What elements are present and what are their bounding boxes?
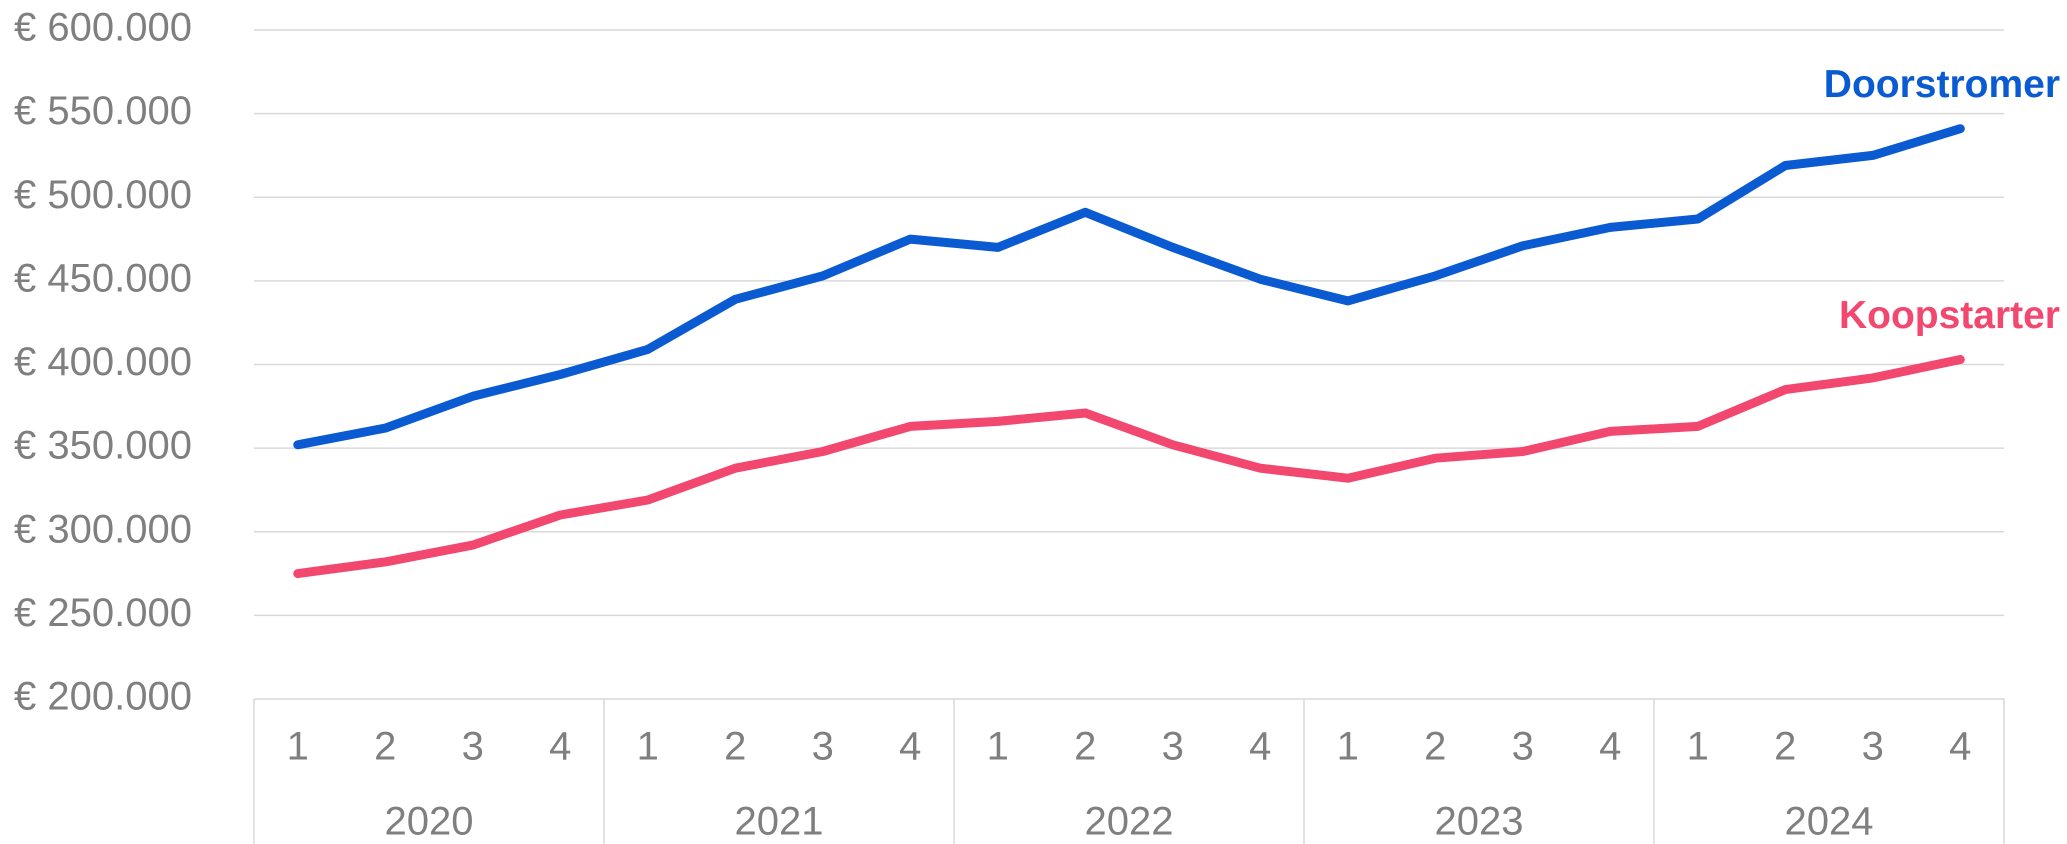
series-line xyxy=(293,124,1965,450)
x-tick-label: 4 xyxy=(549,725,571,769)
x-group-label: 2022 xyxy=(1085,800,1174,844)
x-group-label: 2024 xyxy=(1785,800,1874,844)
x-tick-label: 4 xyxy=(1249,725,1271,769)
x-group-label: 2021 xyxy=(735,800,824,844)
y-tick-label: € 500.000 xyxy=(14,173,192,217)
x-tick-label: 4 xyxy=(899,725,921,769)
x-tick-label: 3 xyxy=(1512,725,1534,769)
series-label: Doorstromer xyxy=(1824,63,2060,106)
y-tick-label: € 400.000 xyxy=(14,340,192,384)
x-group-label: 2023 xyxy=(1435,800,1524,844)
y-tick-label: € 350.000 xyxy=(14,424,192,468)
x-tick-label: 1 xyxy=(637,725,659,769)
x-tick-label: 3 xyxy=(812,725,834,769)
x-tick-label: 2 xyxy=(374,725,396,769)
y-tick-label: € 450.000 xyxy=(14,256,192,300)
x-tick-label: 2 xyxy=(1774,725,1796,769)
series-line xyxy=(293,355,1965,579)
x-tick-label: 1 xyxy=(287,725,309,769)
x-tick-label: 4 xyxy=(1599,725,1621,769)
x-tick-label: 1 xyxy=(1687,725,1709,769)
x-tick-label: 4 xyxy=(1949,725,1971,769)
x-tick-label: 2 xyxy=(1074,725,1096,769)
x-tick-label: 3 xyxy=(1162,725,1184,769)
x-tick-label: 3 xyxy=(462,725,484,769)
y-tick-label: € 200.000 xyxy=(14,675,192,719)
x-group-label: 2020 xyxy=(385,800,474,844)
x-tick-label: 2 xyxy=(724,725,746,769)
y-tick-label: € 250.000 xyxy=(14,591,192,635)
y-tick-label: € 300.000 xyxy=(14,507,192,551)
x-tick-label: 3 xyxy=(1862,725,1884,769)
x-tick-label: 1 xyxy=(987,725,1009,769)
y-tick-label: € 550.000 xyxy=(14,89,192,133)
x-tick-label: 2 xyxy=(1424,725,1446,769)
y-tick-label: € 600.000 xyxy=(14,6,192,50)
x-tick-label: 1 xyxy=(1337,725,1359,769)
series-label: Koopstarter xyxy=(1839,294,2060,337)
